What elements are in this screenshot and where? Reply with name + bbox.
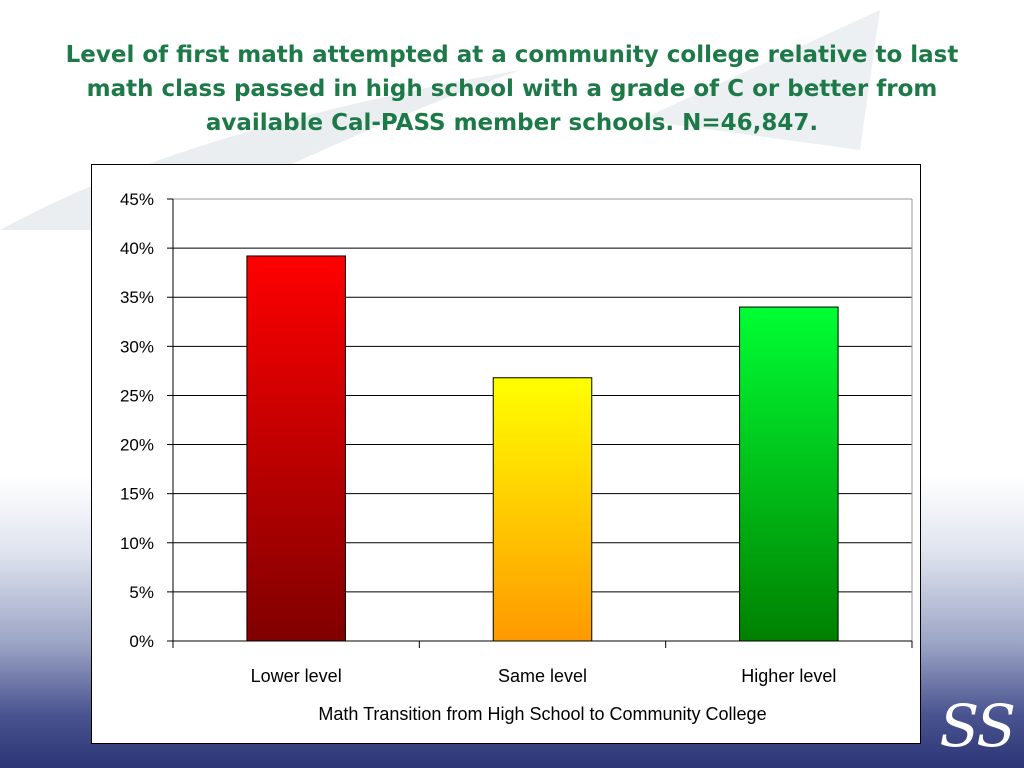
y-tick-label: 30% xyxy=(120,337,154,356)
y-tick-label: 35% xyxy=(120,288,154,307)
bar-same-level xyxy=(492,377,593,642)
y-tick-label: 10% xyxy=(120,534,154,553)
y-tick-label: 15% xyxy=(120,485,154,504)
bar-lower-level xyxy=(246,255,346,642)
chart-container: 0% 5% 10% 15% 20% 25% 30% 35% 40% 45% Lower level… xyxy=(91,164,921,744)
bars xyxy=(246,255,839,642)
x-category-label: Higher level xyxy=(741,666,836,686)
y-tick-label: 5% xyxy=(129,583,154,602)
y-axis-ticks: 0% 5% 10% 15% 20% 25% 30% 35% 40% 45% xyxy=(120,190,173,651)
x-axis-title: Math Transition from High School to Comm… xyxy=(318,704,766,724)
y-tick-label: 25% xyxy=(120,386,154,405)
slide-title: Level of first math attempted at a commu… xyxy=(65,42,959,136)
x-category-label: Lower level xyxy=(251,666,342,686)
bar-higher-level xyxy=(739,306,839,642)
y-tick-label: 40% xyxy=(120,239,154,258)
y-tick-label: 0% xyxy=(129,632,154,651)
x-axis-categories: Lower level Same level Higher level xyxy=(251,666,837,686)
y-tick-label: 45% xyxy=(120,190,154,209)
bar-chart: 0% 5% 10% 15% 20% 25% 30% 35% 40% 45% Lower level… xyxy=(120,190,913,724)
x-category-label: Same level xyxy=(498,666,587,686)
axes xyxy=(172,198,913,648)
cal-pass-logo: SS xyxy=(939,692,1016,760)
y-tick-label: 20% xyxy=(120,436,154,455)
